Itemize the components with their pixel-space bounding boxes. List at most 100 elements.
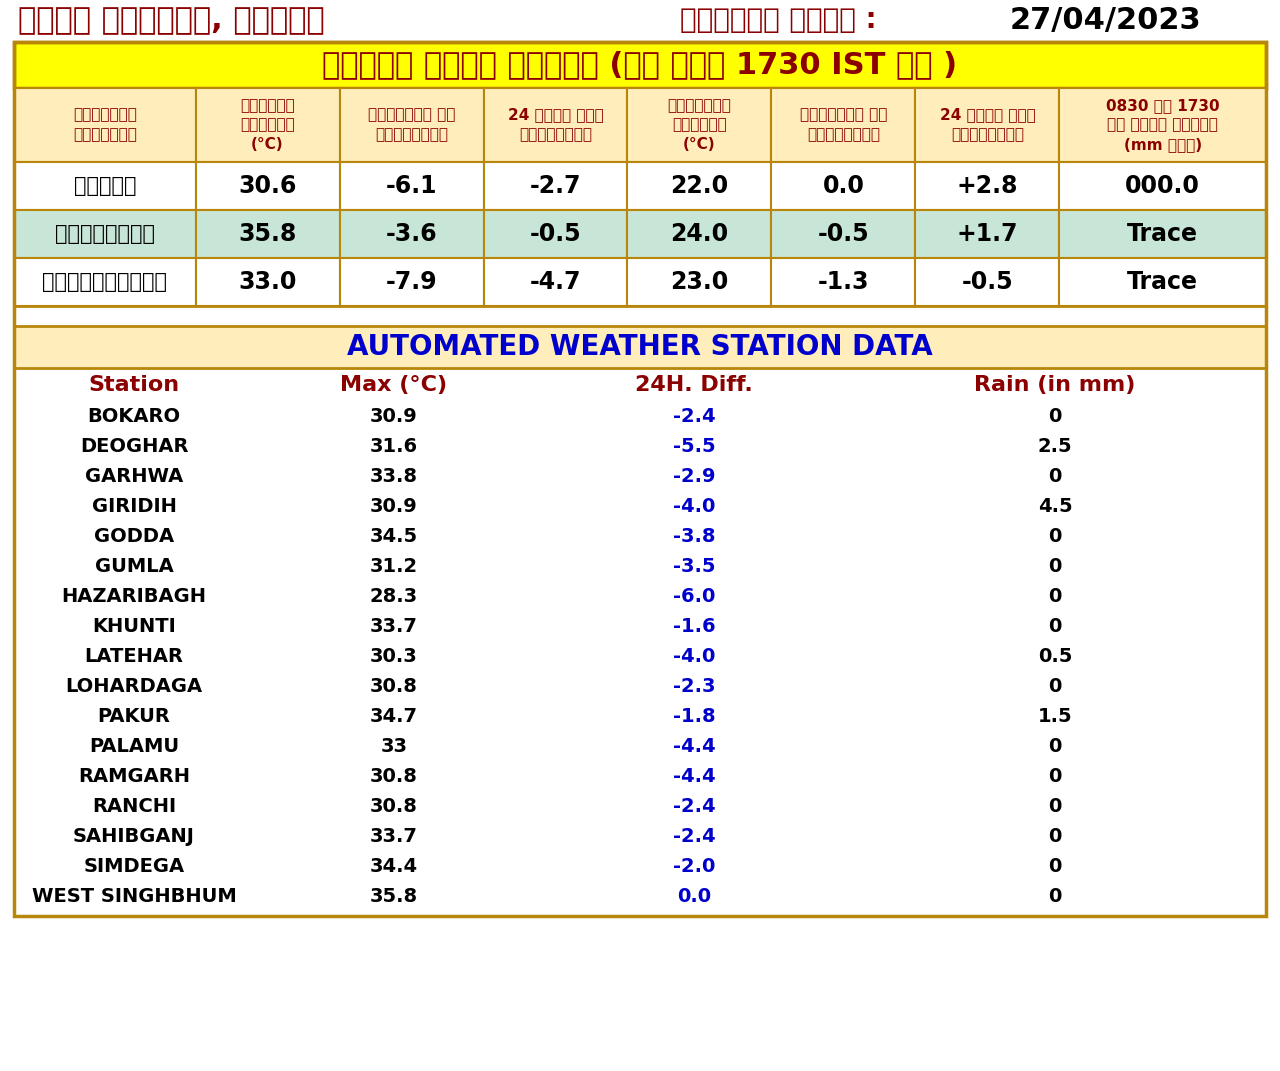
Text: HAZARIBAGH: HAZARIBAGH [61, 588, 206, 606]
Text: -2.4: -2.4 [673, 828, 716, 846]
Text: PAKUR: PAKUR [97, 708, 170, 726]
Text: Rain (in mm): Rain (in mm) [974, 375, 1135, 395]
Text: -2.4: -2.4 [673, 798, 716, 816]
Text: 0830 से 1730
तक दर्ज वर्षा
(mm में): 0830 से 1730 तक दर्ज वर्षा (mm में) [1106, 97, 1220, 152]
Text: Trace: Trace [1128, 270, 1198, 295]
Bar [1060, 210, 1266, 258]
Text: 0: 0 [1048, 528, 1061, 546]
Text: -2.9: -2.9 [673, 468, 716, 486]
Text: 30.3: 30.3 [370, 648, 417, 666]
Text: 34.7: 34.7 [370, 708, 419, 726]
Bar [627, 162, 772, 210]
Text: 30.9: 30.9 [370, 498, 417, 516]
Text: Trace: Trace [1128, 222, 1198, 246]
Text: -2.4: -2.4 [673, 407, 716, 426]
Bar [1060, 88, 1266, 162]
Text: 0: 0 [1048, 768, 1061, 786]
Text: 0: 0 [1048, 407, 1061, 426]
Text: BOKARO: BOKARO [87, 407, 180, 426]
Bar [339, 88, 484, 162]
Bar [339, 258, 484, 306]
Text: 33.7: 33.7 [370, 828, 419, 846]
Text: Max (°C): Max (°C) [340, 375, 448, 395]
Text: 33.0: 33.0 [238, 270, 297, 295]
Bar [14, 258, 1266, 306]
Text: 34.4: 34.4 [370, 858, 419, 876]
Text: -1.8: -1.8 [673, 708, 716, 726]
Text: -3.5: -3.5 [673, 558, 716, 576]
Bar [915, 210, 1060, 258]
Bar [772, 210, 915, 258]
Text: -1.6: -1.6 [673, 618, 716, 636]
Text: -4.7: -4.7 [530, 270, 581, 295]
Text: -2.3: -2.3 [673, 678, 716, 696]
Text: 24 घंटे में
परिवर्तन: 24 घंटे में परिवर्तन [940, 107, 1036, 142]
Bar [484, 162, 627, 210]
Text: 30.9: 30.9 [370, 407, 417, 426]
Text: +2.8: +2.8 [956, 174, 1018, 198]
Text: RAMGARH: RAMGARH [78, 768, 189, 786]
Text: 22.0: 22.0 [671, 174, 728, 198]
Text: 0.0: 0.0 [823, 174, 864, 198]
Text: 0.0: 0.0 [677, 888, 712, 906]
Text: 0: 0 [1048, 858, 1061, 876]
Text: 34.5: 34.5 [370, 528, 419, 546]
Text: -4.0: -4.0 [673, 498, 716, 516]
Bar [915, 162, 1060, 210]
Bar [14, 162, 196, 210]
Text: 24.0: 24.0 [671, 222, 728, 246]
Bar [772, 258, 915, 306]
Text: -4.4: -4.4 [673, 768, 716, 786]
Text: 000.0: 000.0 [1125, 174, 1201, 198]
Text: 30.8: 30.8 [370, 678, 419, 696]
Bar [627, 210, 772, 258]
Text: 31.6: 31.6 [370, 437, 419, 456]
Text: 0: 0 [1048, 828, 1061, 846]
Text: सामान्य से
परिवर्तन: सामान्य से परिवर्तन [800, 107, 887, 142]
Text: 30.8: 30.8 [370, 798, 419, 816]
Text: AUTOMATED WEATHER STATION DATA: AUTOMATED WEATHER STATION DATA [347, 333, 933, 361]
Text: राँची: राँची [73, 176, 136, 196]
Text: 33: 33 [380, 738, 407, 756]
Bar [14, 88, 1266, 162]
Text: 0: 0 [1048, 588, 1061, 606]
Text: डाल्टेनगंज: डाल्टेनगंज [42, 272, 168, 292]
Bar [14, 42, 1266, 916]
Text: मौसम केंद्र, रांची: मौसम केंद्र, रांची [18, 6, 325, 35]
Text: 0: 0 [1048, 678, 1061, 696]
Text: 33.7: 33.7 [370, 618, 419, 636]
Text: 24 घंटे में
परिवर्तन: 24 घंटे में परिवर्तन [508, 107, 603, 142]
Text: -4.4: -4.4 [673, 738, 716, 756]
Text: -5.5: -5.5 [673, 437, 716, 456]
Text: 30.6: 30.6 [238, 174, 297, 198]
Text: SAHIBGANJ: SAHIBGANJ [73, 828, 195, 846]
Text: GIRIDIH: GIRIDIH [92, 498, 177, 516]
Text: 35.8: 35.8 [370, 888, 419, 906]
Text: 28.3: 28.3 [370, 588, 419, 606]
Text: 23.0: 23.0 [671, 270, 728, 295]
Bar [627, 88, 772, 162]
Bar [1060, 258, 1266, 306]
Text: DEOGHAR: DEOGHAR [79, 437, 188, 456]
Text: 0: 0 [1048, 798, 1061, 816]
Text: -1.3: -1.3 [818, 270, 869, 295]
Text: विभागीय
वेधशाला: विभागीय वेधशाला [73, 107, 137, 142]
Text: -0.5: -0.5 [530, 222, 581, 246]
Bar [627, 258, 772, 306]
Text: 4.5: 4.5 [1038, 498, 1073, 516]
Text: -0.5: -0.5 [818, 222, 869, 246]
Text: 0: 0 [1048, 618, 1061, 636]
Text: GODDA: GODDA [93, 528, 174, 546]
Bar [484, 258, 627, 306]
Text: निर्गत तिथि :: निर्गत तिथि : [680, 6, 877, 34]
Text: 0: 0 [1048, 558, 1061, 576]
Bar [14, 42, 1266, 88]
Text: 0: 0 [1048, 888, 1061, 906]
Text: जमशेदपुर: जमशेदपुर [55, 224, 155, 244]
Bar [915, 88, 1060, 162]
Text: 2.5: 2.5 [1038, 437, 1073, 456]
Bar [772, 162, 915, 210]
Bar [0, 0, 1280, 42]
Bar [915, 258, 1060, 306]
Text: SIMDEGA: SIMDEGA [83, 858, 184, 876]
